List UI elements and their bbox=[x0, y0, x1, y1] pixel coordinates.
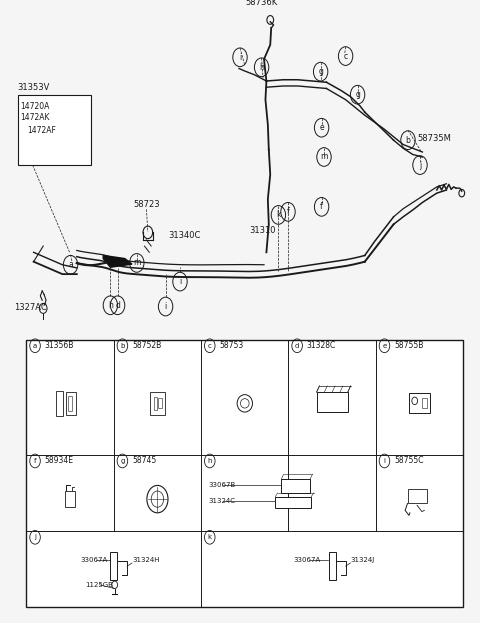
Text: a: a bbox=[33, 343, 37, 349]
Text: k: k bbox=[208, 535, 212, 540]
Text: b: b bbox=[406, 136, 410, 145]
Text: 58752B: 58752B bbox=[132, 341, 161, 350]
Text: e: e bbox=[319, 123, 324, 132]
Text: g: g bbox=[355, 90, 360, 99]
Bar bbox=[408, 488, 427, 503]
Bar bbox=[26, 340, 463, 607]
Text: 58934E: 58934E bbox=[45, 457, 73, 465]
Text: 58753: 58753 bbox=[219, 341, 244, 350]
Text: 58745: 58745 bbox=[132, 457, 156, 465]
Text: 31310: 31310 bbox=[250, 227, 276, 235]
Bar bbox=[276, 497, 312, 508]
Bar bbox=[317, 392, 348, 412]
Text: e: e bbox=[383, 343, 386, 349]
Text: 58755C: 58755C bbox=[394, 457, 423, 465]
Text: 31324H: 31324H bbox=[132, 557, 159, 563]
Bar bbox=[158, 398, 162, 408]
Text: m: m bbox=[320, 153, 328, 161]
Text: 1327AC: 1327AC bbox=[14, 303, 47, 312]
Text: 33067B: 33067B bbox=[208, 482, 236, 488]
Bar bbox=[150, 392, 165, 414]
Text: 58723: 58723 bbox=[133, 200, 160, 209]
Text: i: i bbox=[384, 458, 385, 464]
Text: f: f bbox=[34, 458, 36, 464]
Text: 58735M: 58735M bbox=[418, 134, 452, 143]
Text: b: b bbox=[120, 343, 125, 349]
Text: 33067A: 33067A bbox=[80, 557, 108, 563]
Text: 14720A: 14720A bbox=[21, 102, 50, 111]
Text: f: f bbox=[320, 202, 323, 211]
Text: d: d bbox=[295, 343, 300, 349]
Text: i: i bbox=[165, 302, 167, 311]
Bar bbox=[65, 491, 75, 507]
Ellipse shape bbox=[240, 399, 249, 408]
Text: h: h bbox=[207, 458, 212, 464]
Text: 31328C: 31328C bbox=[307, 341, 336, 350]
Bar bbox=[66, 391, 76, 415]
Text: h: h bbox=[108, 301, 113, 310]
Bar bbox=[68, 396, 72, 411]
Text: 1125GB: 1125GB bbox=[85, 582, 113, 588]
Text: a: a bbox=[68, 260, 73, 269]
Bar bbox=[154, 397, 157, 409]
Text: g: g bbox=[318, 67, 323, 76]
Text: d: d bbox=[115, 301, 120, 310]
Bar bbox=[281, 479, 310, 493]
Text: 31340C: 31340C bbox=[168, 232, 201, 240]
Text: h: h bbox=[259, 63, 264, 72]
Polygon shape bbox=[103, 255, 132, 267]
Text: 58736K: 58736K bbox=[245, 0, 278, 7]
Text: i: i bbox=[239, 53, 241, 62]
Text: 33067A: 33067A bbox=[294, 557, 321, 563]
Text: 1472AF: 1472AF bbox=[27, 126, 56, 135]
Text: 31324C: 31324C bbox=[208, 498, 235, 504]
Text: i: i bbox=[179, 277, 181, 286]
Text: c: c bbox=[344, 52, 348, 60]
Text: m: m bbox=[133, 259, 141, 267]
Text: 1472AK: 1472AK bbox=[21, 113, 50, 122]
Bar bbox=[409, 393, 431, 413]
Bar bbox=[18, 95, 91, 165]
Ellipse shape bbox=[237, 394, 252, 412]
Text: g: g bbox=[120, 458, 125, 464]
Text: 31356B: 31356B bbox=[45, 341, 74, 350]
Bar bbox=[56, 391, 63, 416]
Text: 58755B: 58755B bbox=[394, 341, 423, 350]
Text: 31353V: 31353V bbox=[18, 83, 50, 92]
Bar bbox=[110, 552, 117, 580]
Text: j: j bbox=[419, 161, 421, 169]
Text: c: c bbox=[208, 343, 212, 349]
Bar bbox=[422, 398, 427, 408]
Text: f: f bbox=[287, 207, 289, 216]
Text: k: k bbox=[276, 211, 281, 219]
Bar bbox=[328, 552, 336, 580]
Text: j: j bbox=[34, 535, 36, 540]
Text: 31324J: 31324J bbox=[350, 557, 375, 563]
